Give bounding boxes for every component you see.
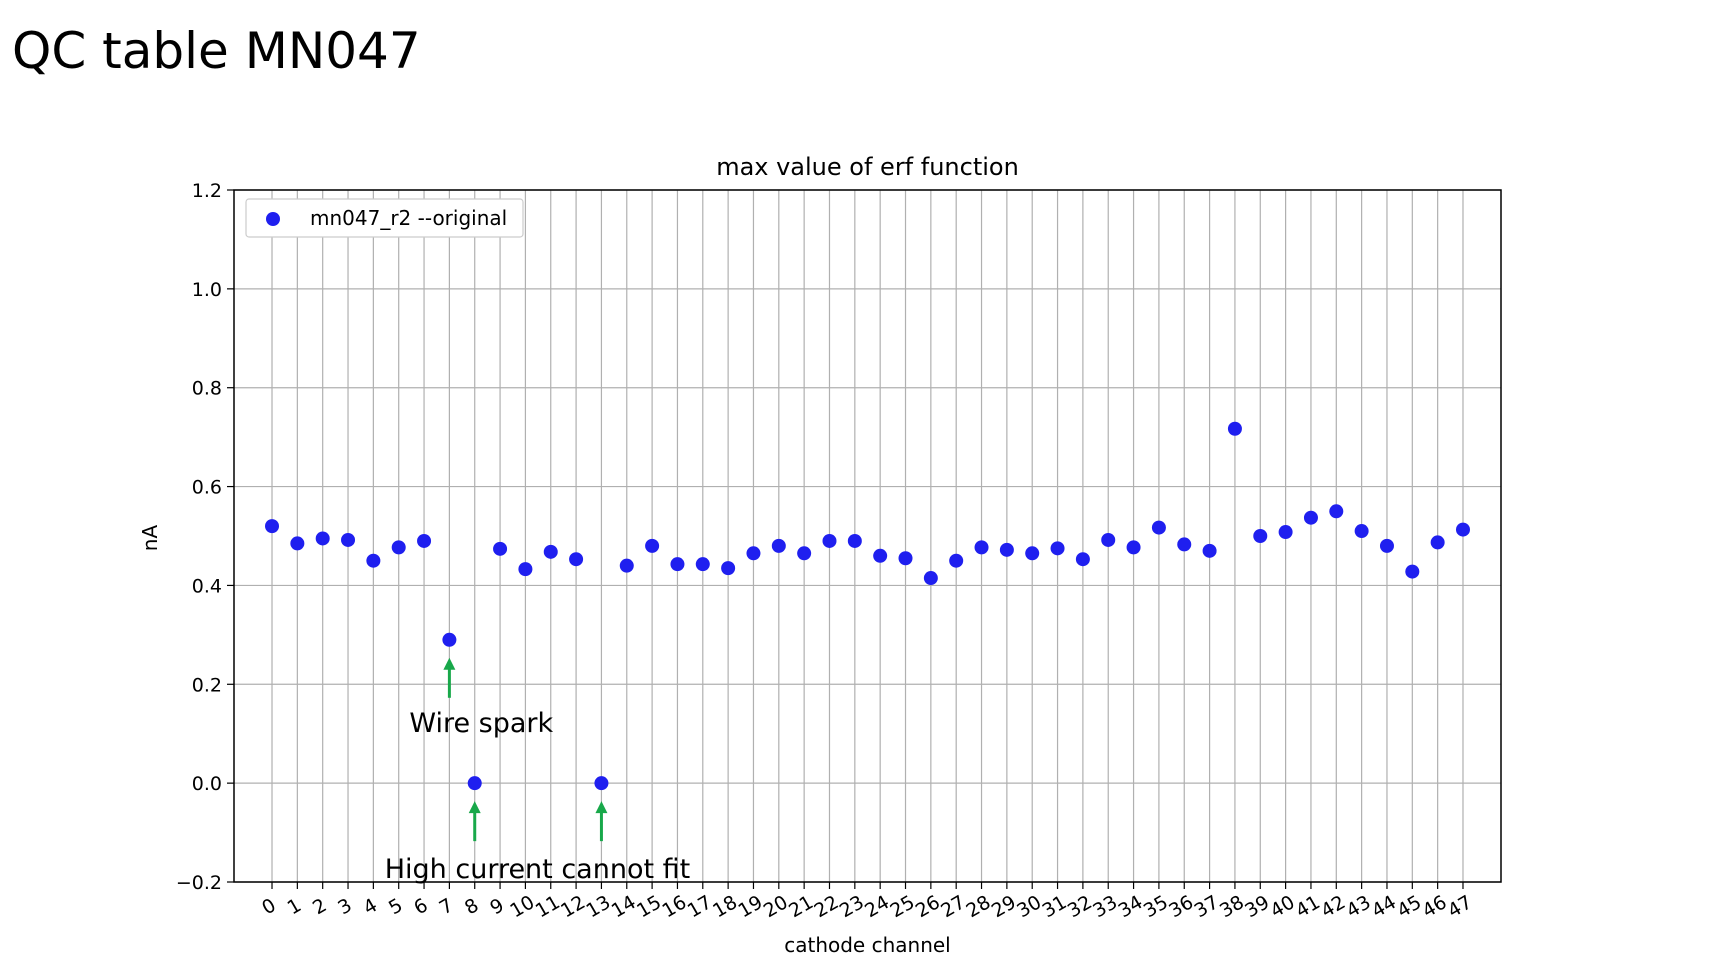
x-tick-label: 9 [486,894,507,919]
data-point [442,632,457,647]
annotation-high-current: High current cannot fit [385,854,691,885]
data-point [873,548,888,563]
data-point [1405,564,1420,579]
data-point [1126,540,1141,555]
data-point [341,532,356,547]
data-point [265,519,280,534]
annotation-arrowhead [595,801,608,814]
data-point [594,776,609,791]
annotation-wire-spark: Wire spark [409,708,553,739]
y-tick-label: 0.2 [192,674,222,696]
data-point [619,558,634,573]
data-point [569,552,584,567]
data-point [645,538,660,553]
data-point [1202,543,1217,558]
legend-box [245,198,524,238]
legend: mn047_r2 --original [245,198,524,238]
data-point [1151,520,1166,535]
y-tick-label: 1.2 [192,180,222,202]
x-tick-label: 3 [334,894,355,919]
data-point [1253,529,1268,543]
x-tick-label: 4 [360,894,381,919]
x-tick-label: 6 [410,894,431,919]
data-point [366,553,381,568]
data-point [847,533,862,548]
x-tick-label: 5 [385,894,406,919]
data-point [391,540,406,555]
data-point [518,562,533,577]
x-tick-label: 1 [284,894,305,919]
data-point [493,541,508,556]
data-point [1354,524,1369,539]
y-axis-label: nA [138,525,162,552]
legend-marker [266,212,280,226]
x-tick-label: 8 [461,894,482,919]
x-tick-label: 7 [436,894,457,919]
data-point [746,546,761,561]
data-point [1329,504,1344,519]
data-point [695,557,710,572]
y-tick-label: 0.4 [192,575,222,597]
data-point [1430,535,1445,550]
slide-title: QC table MN047 [12,22,421,80]
x-tick-label: 47 [1444,891,1476,922]
data-point [999,542,1014,557]
data-point [923,571,938,586]
y-tick-label: 0.6 [192,477,222,499]
data-point [543,544,558,559]
annotations: Wire spark High current cannot fit [385,657,691,885]
plot-frame [233,189,1502,883]
data-point [670,557,685,572]
y-axis: −0.2 0.0 0.2 0.4 0.6 0.8 1.0 1.2 [176,180,234,894]
y-tick-label: 1.0 [192,279,222,301]
x-tick-label: 0 [258,894,279,919]
data-point [1303,510,1318,525]
y-tick-label: −0.2 [176,872,222,894]
grid-layer [234,189,1501,883]
data-point [1101,532,1116,547]
data-point [1455,522,1470,537]
data-point [949,553,964,568]
data-point [1278,525,1293,540]
data-point [315,531,330,546]
data-point [1050,541,1065,556]
annotation-arrowhead [443,657,456,670]
annotation-arrowhead [468,801,481,814]
data-point [797,546,812,561]
data-point [974,540,989,555]
y-tick-label: 0.8 [192,378,222,400]
data-point [721,561,736,576]
data-point [467,776,482,791]
data-point [1227,421,1242,436]
x-tick-label: 2 [309,894,330,919]
data-point [417,533,432,548]
data-point [822,533,837,548]
data-point [1025,546,1040,561]
chart-title: max value of erf function [716,153,1019,181]
data-point [1379,538,1394,553]
data-point [1177,537,1192,552]
x-axis-label: cathode channel [784,933,951,957]
y-tick-label: 0.0 [192,773,222,795]
data-points [265,421,1470,791]
data-point [898,551,913,566]
data-point [1075,552,1090,567]
legend-label: mn047_r2 --original [310,206,507,230]
data-point [290,536,305,551]
data-point [771,538,786,553]
x-axis: 0 1 2 3 4 5 6 7 8 9101112131415161718192021222324… [258,882,1476,922]
